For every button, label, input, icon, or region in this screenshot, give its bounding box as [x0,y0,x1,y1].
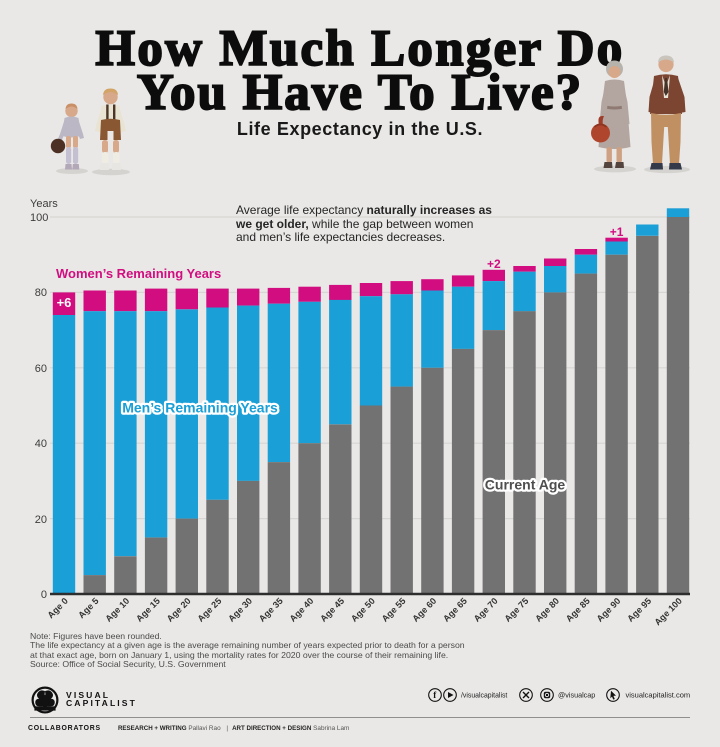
svg-text:+6: +6 [57,295,72,310]
svg-text:Age 50: Age 50 [349,596,377,624]
svg-text:Age 85: Age 85 [564,596,592,624]
svg-text:0: 0 [41,589,47,601]
svg-text:Age 75: Age 75 [502,596,530,624]
svg-text:Age 45: Age 45 [318,596,346,624]
svg-text:Age 35: Age 35 [257,596,285,624]
svg-text:+2: +2 [487,257,501,271]
svg-text:Age 55: Age 55 [380,596,408,624]
svg-text:Age 100: Age 100 [652,596,683,627]
svg-text:Age 20: Age 20 [165,596,193,624]
svg-text:@visualcap: @visualcap [558,690,595,699]
svg-text:20: 20 [35,514,47,526]
svg-text:Age 65: Age 65 [441,596,469,624]
svg-text:f: f [433,690,437,700]
svg-text:Age 25: Age 25 [195,596,223,624]
svg-text:100: 100 [30,212,48,224]
svg-text:Age 30: Age 30 [226,596,254,624]
svg-text:Age 0: Age 0 [46,596,70,620]
svg-text:visualcapitalist.com: visualcapitalist.com [626,691,691,700]
svg-text:Men’s Remaining Years: Men’s Remaining Years [122,400,278,416]
svg-text:Current Age: Current Age [485,477,566,493]
svg-text:Women’s Remaining Years: Women’s Remaining Years [56,266,221,281]
svg-text:/visualcapitalist: /visualcapitalist [461,692,507,699]
svg-text:Current Age: Current Age [485,477,566,493]
svg-text:Age 15: Age 15 [134,596,162,624]
svg-text:Age 60: Age 60 [410,596,438,624]
svg-text:Age 10: Age 10 [103,596,131,624]
svg-text:Age 40: Age 40 [288,596,316,624]
svg-text:80: 80 [35,287,47,299]
svg-text:60: 60 [35,363,47,375]
svg-text:40: 40 [35,438,47,450]
svg-text:Age 70: Age 70 [472,596,500,624]
svg-text:Men’s Remaining Years: Men’s Remaining Years [122,400,278,416]
svg-text:Age 80: Age 80 [533,596,561,624]
svg-text:+1: +1 [610,225,624,239]
svg-text:Age 95: Age 95 [625,596,653,624]
svg-text:Age 90: Age 90 [595,596,623,624]
svg-text:Years: Years [30,198,58,210]
svg-text:Age 5: Age 5 [76,596,100,620]
